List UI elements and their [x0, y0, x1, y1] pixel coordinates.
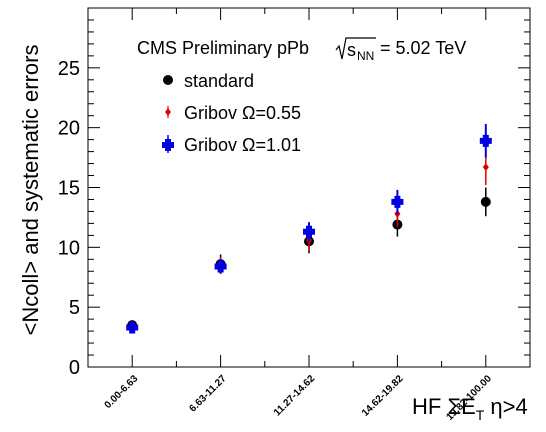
- y-axis-title: <Ncoll> and systematic errors: [18, 45, 43, 336]
- y-tick-label: 25: [58, 58, 80, 80]
- x-axis-title-e: E: [461, 394, 476, 419]
- x-axis-title-suffix: η>4: [484, 394, 527, 419]
- x-axis-title-text: HF ΣET η>4: [412, 394, 528, 423]
- plot-frame: [87, 7, 531, 368]
- data-point: [480, 196, 491, 207]
- x-axis-title-e-subscript: T: [476, 407, 485, 423]
- energy-value: = 5.02 TeV: [380, 38, 466, 58]
- legend-item-standard: standard: [163, 71, 254, 91]
- y-tick-label: 15: [58, 178, 80, 200]
- legend-label-gribov-055: Gribov Ω=0.55: [184, 103, 301, 123]
- energy-subscript: NN: [357, 49, 374, 63]
- x-category-label: 6.63-11.27: [188, 373, 230, 415]
- x-category-label: 0.00-6.63: [103, 373, 141, 411]
- y-tick-label: 0: [69, 357, 80, 379]
- legend-item-gribov-055: Gribov Ω=0.55: [165, 103, 301, 123]
- y-tick-label: 20: [58, 118, 80, 140]
- sqrt-symbol: [335, 37, 376, 60]
- x-axis-title-sigma: Σ: [447, 394, 461, 419]
- y-tick-label: 10: [58, 237, 80, 259]
- x-axis-title-prefix: HF: [412, 394, 447, 419]
- legend: standard Gribov Ω=0.55 Gribov Ω=1.01: [162, 71, 301, 155]
- data-point: [391, 195, 404, 208]
- legend-label-gribov-101: Gribov Ω=1.01: [184, 135, 301, 155]
- legend-marker-standard: [163, 75, 173, 85]
- series-0: [127, 187, 491, 331]
- x-category-label: 11.27-14.62: [272, 373, 317, 418]
- energy-symbol: s: [347, 40, 356, 60]
- legend-marker-gribov-101: [162, 139, 174, 151]
- chart-title: CMS Preliminary pPb: [137, 38, 309, 58]
- x-axis-title: HF ΣET η>4: [412, 394, 528, 423]
- legend-marker-gribov-055: [165, 108, 171, 116]
- data-point: [214, 260, 227, 273]
- data-point: [482, 163, 489, 172]
- series-2: [126, 124, 492, 334]
- y-tick-label: 5: [69, 297, 80, 319]
- data-point: [479, 134, 492, 147]
- data-point: [303, 225, 315, 238]
- data-point: [126, 321, 139, 334]
- legend-label-standard: standard: [184, 71, 254, 91]
- legend-item-gribov-101: Gribov Ω=1.01: [162, 135, 301, 155]
- x-category-label: 14.62-19.82: [360, 373, 406, 419]
- chart-title-group: CMS Preliminary pPb s NN = 5.02 TeV: [137, 37, 466, 63]
